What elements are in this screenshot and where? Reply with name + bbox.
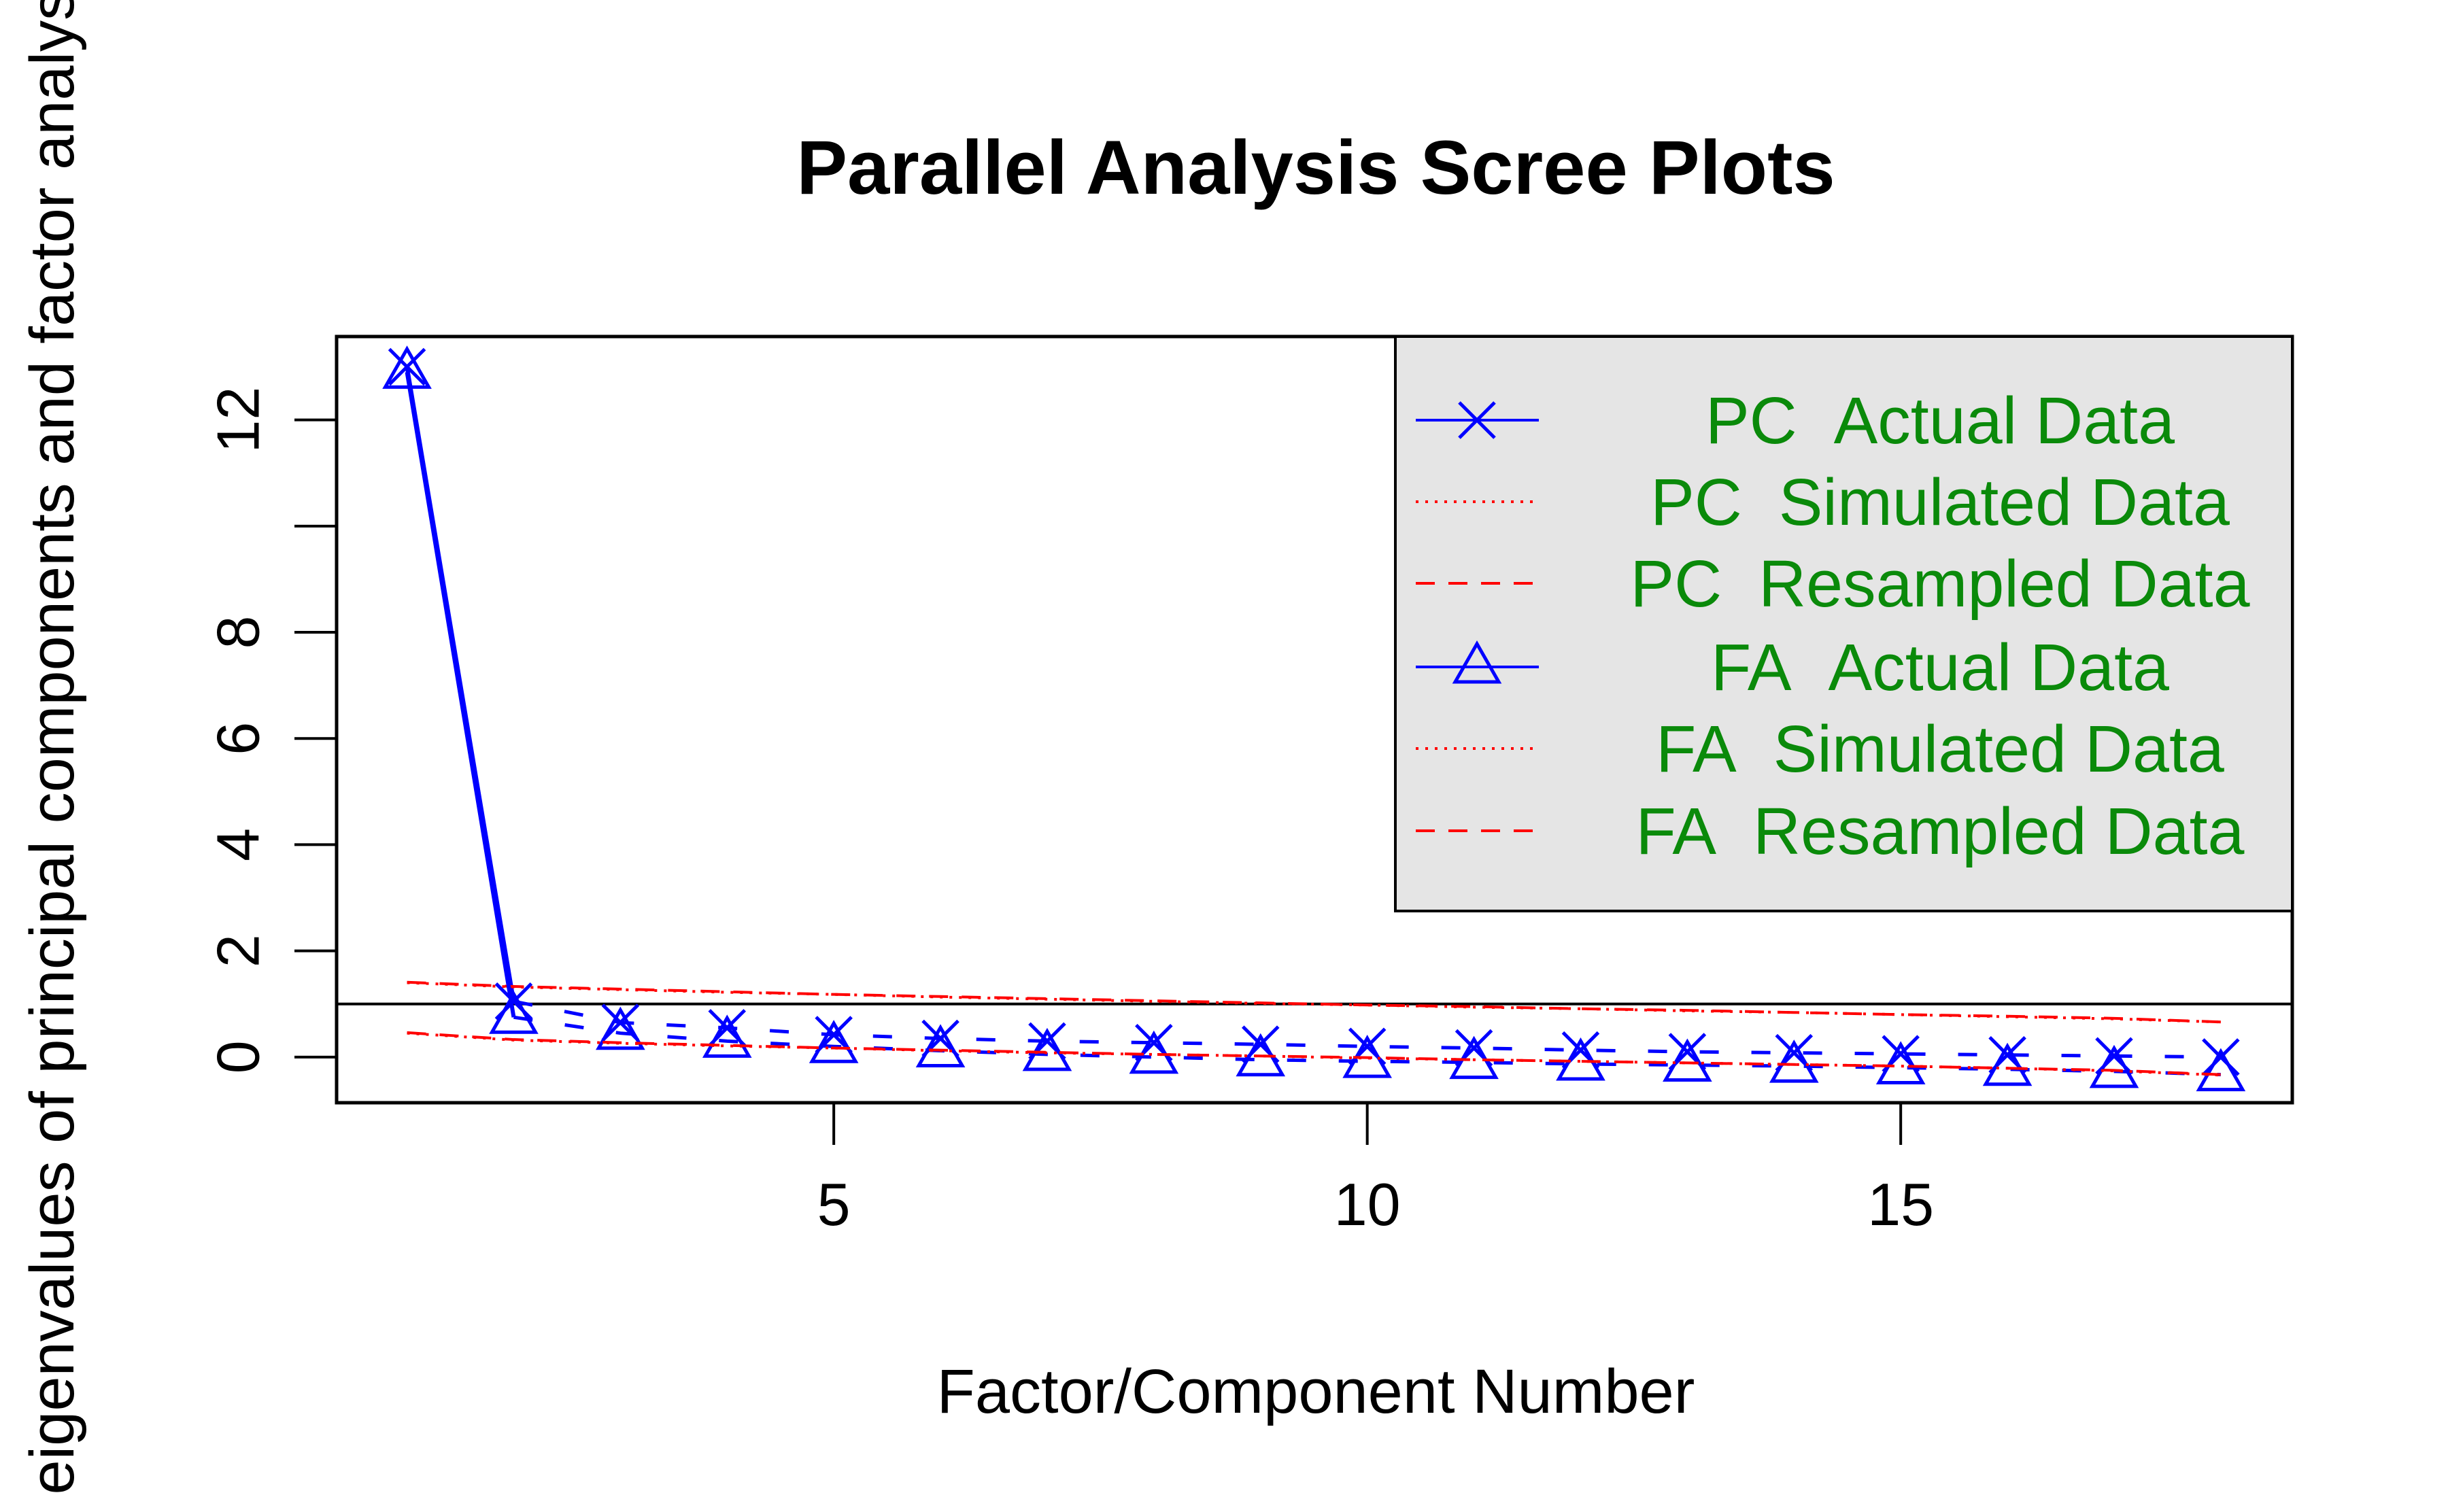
- legend-label: FA Simulated Data: [1656, 712, 2224, 786]
- triangle-marker: [1022, 1027, 1072, 1071]
- triangle-marker: [809, 1020, 859, 1063]
- x-tick-label: 15: [1867, 1171, 1934, 1238]
- legend-label: PC Simulated Data: [1650, 465, 2230, 539]
- x-tick-label: 5: [817, 1171, 851, 1238]
- series-pc-resampled-data: [407, 980, 2221, 1024]
- legend-label: FA Actual Data: [1711, 630, 2169, 704]
- triangle-marker: [489, 991, 539, 1034]
- y-tick-label: 2: [205, 934, 272, 967]
- legend-label: PC Resampled Data: [1630, 547, 2249, 621]
- y-tick-label: 6: [205, 722, 272, 755]
- triangle-marker: [1875, 1041, 1926, 1084]
- series-fa-simulated-data: [407, 1031, 2221, 1077]
- legend-label: PC Actual Data: [1705, 383, 2175, 458]
- x-marker: [2202, 1038, 2240, 1076]
- triangle-marker: [915, 1024, 966, 1067]
- series-line: [407, 1031, 2221, 1076]
- triangle-marker: [1663, 1038, 1712, 1082]
- series-line: [407, 980, 2221, 1024]
- triangle-marker: [382, 345, 432, 389]
- x-marker: [388, 347, 426, 386]
- triangle-marker: [2196, 1048, 2246, 1092]
- series-marks: [337, 345, 2292, 1092]
- series-fa-resampled-data: [407, 1031, 2221, 1076]
- x-marker: [1458, 401, 1496, 439]
- triangle-marker: [1452, 640, 1502, 684]
- triangle-marker: [2089, 1044, 2139, 1088]
- triangle-marker: [702, 1014, 752, 1058]
- y-axis-label: eigenvalues of principal components and …: [18, 0, 87, 1494]
- triangle-marker: [596, 1006, 645, 1050]
- legend-box: [1394, 335, 2294, 912]
- x-axis-label: Factor/Component Number: [937, 1357, 1695, 1426]
- axes: 0 2 4 6 8 12 5 10 15: [205, 387, 1935, 1238]
- series-line-segment: [405, 371, 516, 1018]
- y-tick-label: 0: [205, 1040, 272, 1073]
- x-tick-label: 10: [1334, 1171, 1401, 1238]
- series-line: [407, 1031, 2221, 1077]
- y-tick-label: 12: [205, 387, 272, 453]
- triangle-marker: [1769, 1040, 1819, 1083]
- y-tick-label: 8: [205, 616, 272, 649]
- legend-label: FA Resampled Data: [1636, 794, 2245, 868]
- triangle-marker: [1982, 1042, 2033, 1086]
- chart-title: Parallel Analysis Scree Plots: [796, 125, 1835, 210]
- y-tick-label: 4: [205, 828, 272, 861]
